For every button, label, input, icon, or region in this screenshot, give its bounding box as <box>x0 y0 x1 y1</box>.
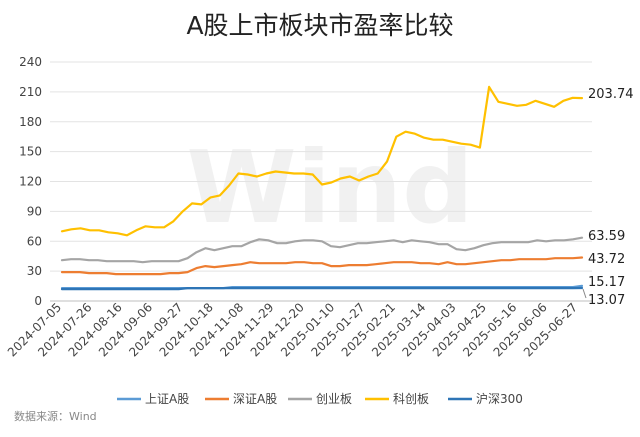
series-line <box>60 256 584 276</box>
watermark-text: Wind <box>186 129 473 246</box>
series-line <box>60 236 584 264</box>
legend-label: 沪深300 <box>476 392 523 406</box>
end-value-label: 13.07 <box>588 293 625 308</box>
y-tick-label: 240 <box>19 55 42 69</box>
end-value-label: 15.17 <box>588 275 625 290</box>
y-tick-label: 120 <box>19 175 42 189</box>
source-note: 数据来源：Wind <box>14 410 97 423</box>
end-value-label: 203.74 <box>588 87 634 102</box>
y-tick-label: 90 <box>27 204 42 218</box>
y-tick-label: 0 <box>34 294 42 308</box>
legend-label: 深证A股 <box>233 392 277 406</box>
series-line <box>60 85 584 237</box>
end-value-label: 43.72 <box>588 252 625 267</box>
series-line <box>60 286 584 291</box>
legend-label: 创业板 <box>316 392 352 406</box>
leader-line <box>582 288 587 299</box>
chart-title: A股上市板块市盈率比较 <box>186 11 454 40</box>
y-tick-label: 210 <box>19 85 42 99</box>
y-tick-label: 60 <box>27 234 42 248</box>
legend-label: 科创板 <box>393 392 429 406</box>
end-value-label: 63.59 <box>588 229 625 244</box>
legend-label: 上证A股 <box>145 392 189 406</box>
y-tick-label: 30 <box>27 264 42 278</box>
y-tick-label: 180 <box>19 115 42 129</box>
y-tick-label: 150 <box>19 145 42 159</box>
